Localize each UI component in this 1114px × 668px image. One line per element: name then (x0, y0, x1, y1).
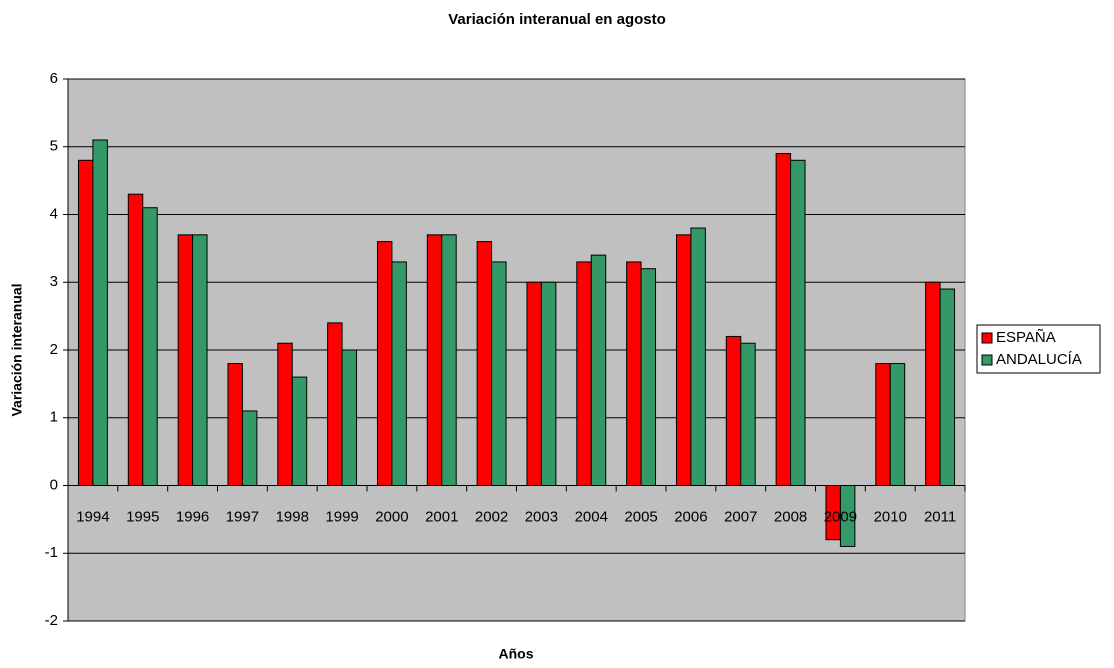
x-tick-label: 2010 (874, 508, 907, 525)
legend-label: ESPAÑA (996, 329, 1056, 346)
y-tick-label: -2 (45, 612, 58, 629)
x-tick-label: 1994 (76, 508, 109, 525)
bar (875, 363, 891, 486)
x-tick-label: 2005 (624, 508, 657, 525)
legend-swatch (981, 332, 993, 344)
y-tick-label: -1 (45, 544, 58, 561)
x-tick-label: 1997 (226, 508, 259, 525)
bar (291, 376, 308, 487)
bar (590, 254, 607, 486)
bar (626, 261, 642, 486)
x-tick-label: 2004 (575, 508, 608, 525)
x-tick-label: 1996 (176, 508, 209, 525)
bar (640, 268, 657, 487)
bar (426, 234, 443, 486)
bar (391, 261, 407, 486)
y-tick-label: 3 (50, 273, 58, 290)
bar (889, 363, 906, 486)
bar (277, 342, 293, 486)
bar (675, 234, 692, 486)
bar (939, 288, 956, 486)
y-tick-label: 5 (50, 138, 58, 155)
y-tick-label: 0 (50, 476, 58, 493)
bar (491, 261, 507, 486)
x-tick-label: 1999 (325, 508, 358, 525)
x-tick-label: 1995 (126, 508, 159, 525)
bar (241, 410, 258, 487)
bar (192, 234, 208, 486)
chart-title: Variación interanual en agosto (448, 11, 666, 28)
x-tick-label: 2002 (475, 508, 508, 525)
bar (341, 349, 358, 486)
bar (142, 207, 158, 486)
bar (925, 281, 941, 486)
x-tick-label: 2011 (924, 508, 956, 525)
bar (476, 241, 493, 486)
legend-label: ANDALUCÍA (996, 351, 1082, 368)
x-tick-label: 2007 (724, 508, 757, 525)
bar (690, 227, 706, 487)
bar (327, 322, 343, 486)
bar (177, 234, 194, 486)
bar (775, 153, 792, 486)
y-tick-label: 6 (50, 70, 58, 87)
bar (725, 335, 742, 487)
x-tick-label: 2000 (375, 508, 408, 525)
x-tick-label: 2008 (774, 508, 807, 525)
y-tick-label: 4 (50, 205, 58, 222)
bar (441, 234, 457, 486)
y-tick-label: 1 (50, 409, 58, 426)
bar (790, 159, 806, 487)
y-axis-title: Variación interanual (9, 283, 25, 416)
bar (127, 193, 144, 487)
bar (77, 159, 94, 487)
bar (576, 261, 592, 486)
bar (740, 342, 756, 486)
x-tick-label: 1998 (276, 508, 309, 525)
bar (526, 281, 542, 486)
x-tick-label: 2009 (824, 508, 857, 525)
bar (227, 363, 243, 486)
x-tick-label: 2001 (425, 508, 458, 525)
legend-swatch (981, 354, 993, 366)
x-tick-label: 2006 (674, 508, 707, 525)
legend-box (976, 324, 1101, 374)
y-tick-label: 2 (50, 341, 58, 358)
bar (376, 241, 393, 486)
bar (540, 281, 557, 486)
x-axis-title: Años (499, 646, 534, 662)
bar (92, 139, 108, 486)
x-tick-label: 2003 (525, 508, 558, 525)
